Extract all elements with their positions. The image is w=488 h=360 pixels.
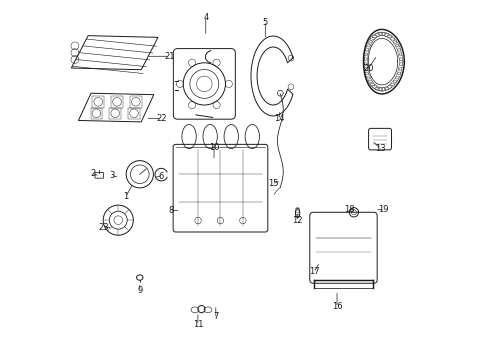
Text: 21: 21 xyxy=(163,52,174,61)
Text: 22: 22 xyxy=(156,114,166,123)
Text: 12: 12 xyxy=(292,216,302,225)
Text: 5: 5 xyxy=(262,18,267,27)
Text: 10: 10 xyxy=(208,143,219,152)
Text: 14: 14 xyxy=(274,114,285,123)
Bar xyxy=(92,96,104,108)
Bar xyxy=(90,108,102,119)
Bar xyxy=(130,96,142,108)
Text: 9: 9 xyxy=(137,286,142,295)
Text: 7: 7 xyxy=(213,312,218,321)
Text: 17: 17 xyxy=(308,267,319,276)
Bar xyxy=(128,108,140,119)
Text: 18: 18 xyxy=(343,205,354,214)
Text: 13: 13 xyxy=(374,144,385,153)
Text: 23: 23 xyxy=(99,223,109,232)
Text: 19: 19 xyxy=(378,205,388,214)
Text: 1: 1 xyxy=(123,192,128,201)
Text: 6: 6 xyxy=(158,172,163,181)
Text: 16: 16 xyxy=(331,302,342,311)
Text: 20: 20 xyxy=(362,64,373,73)
Polygon shape xyxy=(250,36,292,116)
Bar xyxy=(109,108,121,119)
Text: 2: 2 xyxy=(90,169,96,178)
Text: 4: 4 xyxy=(203,13,208,22)
Bar xyxy=(111,96,122,108)
Text: 8: 8 xyxy=(168,206,173,215)
Text: 3: 3 xyxy=(109,171,114,180)
Text: 11: 11 xyxy=(192,320,203,329)
Text: 15: 15 xyxy=(267,179,278,188)
